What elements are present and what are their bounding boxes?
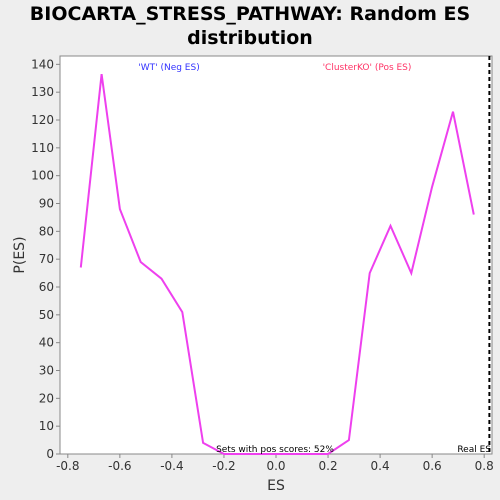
y-tick-label: 30	[39, 364, 54, 378]
x-tick-label: -0.4	[160, 459, 183, 473]
x-tick-label: 0.4	[371, 459, 390, 473]
y-tick-label: 10	[39, 419, 54, 433]
x-tick-label: 0.0	[266, 459, 285, 473]
y-axis-ticks: 0 10 20 30 40 50 60 70 80 90 100 110 120 130 140	[31, 57, 60, 461]
y-tick-label: 20	[39, 391, 54, 405]
chart-title-line-2: distribution	[187, 27, 313, 49]
x-tick-label: 0.6	[423, 459, 442, 473]
y-tick-label: 60	[39, 280, 54, 294]
x-axis-title: ES	[267, 478, 285, 494]
y-tick-label: 130	[31, 85, 54, 99]
y-tick-label: 40	[39, 336, 54, 350]
series-group	[79, 73, 475, 455]
y-tick-label: 100	[31, 169, 54, 183]
series-line	[79, 73, 475, 455]
y-tick-label: 110	[31, 141, 54, 155]
pos-es-annotation: 'ClusterKO' (Pos ES)	[323, 63, 412, 73]
y-tick-label: 0	[46, 447, 54, 461]
y-tick-label: 140	[31, 57, 54, 71]
pos-scores-annotation: Sets with pos scores: 52%	[216, 445, 334, 455]
x-tick-label: -0.2	[212, 459, 235, 473]
neg-es-annotation: 'WT' (Neg ES)	[138, 63, 199, 73]
x-axis-ticks: -0.8 -0.6 -0.4 -0.2 0.0 0.2 0.4 0.6 0.8	[56, 454, 494, 473]
y-tick-label: 80	[39, 224, 54, 238]
x-tick-label: -0.8	[56, 459, 79, 473]
y-tick-label: 120	[31, 113, 54, 127]
x-tick-label: 0.8	[475, 459, 494, 473]
chart-title-line-1: BIOCARTA_STRESS_PATHWAY: Random ES	[29, 3, 471, 25]
chart-title: BIOCARTA_STRESS_PATHWAY: Random ES distr…	[0, 2, 500, 50]
y-tick-label: 50	[39, 308, 54, 322]
y-tick-label: 90	[39, 197, 54, 211]
y-tick-label: 70	[39, 252, 54, 266]
x-tick-label: -0.6	[108, 459, 131, 473]
plot-area	[59, 55, 493, 455]
real-es-label: Real ES	[457, 445, 491, 455]
y-axis-title: P(ES)	[12, 236, 28, 273]
x-tick-label: 0.2	[319, 459, 338, 473]
